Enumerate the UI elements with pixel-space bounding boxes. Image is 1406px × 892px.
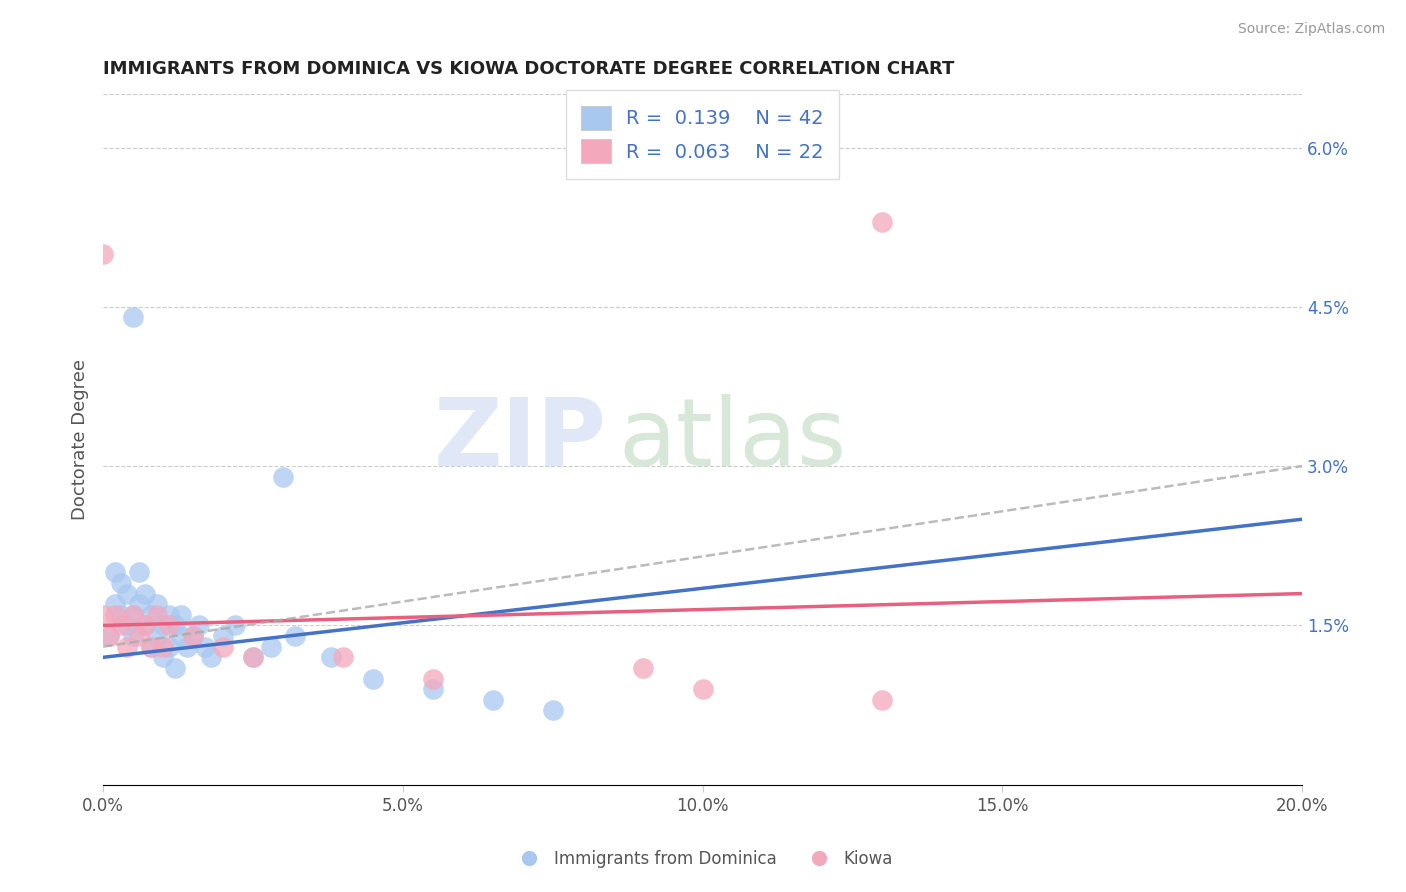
Point — [170, 607, 193, 622]
Point — [152, 618, 174, 632]
Point — [139, 640, 162, 654]
Point — [98, 629, 121, 643]
Point — [122, 607, 145, 622]
Point — [361, 672, 384, 686]
Point — [110, 607, 132, 622]
Point — [139, 640, 162, 654]
Point — [146, 629, 169, 643]
Point — [134, 618, 156, 632]
Point — [104, 566, 127, 580]
Point — [165, 661, 187, 675]
Point — [212, 629, 235, 643]
Point — [194, 640, 217, 654]
Text: Source: ZipAtlas.com: Source: ZipAtlas.com — [1237, 22, 1385, 37]
Point — [157, 607, 180, 622]
Point — [242, 650, 264, 665]
Point — [139, 607, 162, 622]
Point — [181, 629, 204, 643]
Point — [157, 640, 180, 654]
Point — [115, 640, 138, 654]
Point — [176, 640, 198, 654]
Point — [152, 640, 174, 654]
Point — [122, 310, 145, 325]
Point — [188, 618, 211, 632]
Point — [146, 597, 169, 611]
Point — [115, 618, 138, 632]
Point — [271, 469, 294, 483]
Text: IMMIGRANTS FROM DOMINICA VS KIOWA DOCTORATE DEGREE CORRELATION CHART: IMMIGRANTS FROM DOMINICA VS KIOWA DOCTOR… — [103, 60, 955, 78]
Point — [152, 650, 174, 665]
Point — [541, 703, 564, 717]
Point — [212, 640, 235, 654]
Legend: Immigrants from Dominica, Kiowa: Immigrants from Dominica, Kiowa — [506, 844, 900, 875]
Point — [128, 566, 150, 580]
Text: atlas: atlas — [619, 393, 846, 485]
Point — [134, 618, 156, 632]
Point — [98, 629, 121, 643]
Point — [91, 246, 114, 260]
Text: ZIP: ZIP — [434, 393, 606, 485]
Point — [422, 672, 444, 686]
Point — [872, 215, 894, 229]
Point — [224, 618, 246, 632]
Point — [631, 661, 654, 675]
Legend: R =  0.139    N = 42, R =  0.063    N = 22: R = 0.139 N = 42, R = 0.063 N = 22 — [565, 90, 839, 178]
Point — [200, 650, 222, 665]
Point — [134, 586, 156, 600]
Point — [104, 607, 127, 622]
Point — [260, 640, 283, 654]
Point — [157, 618, 180, 632]
Point — [91, 607, 114, 622]
Point — [146, 607, 169, 622]
Point — [122, 607, 145, 622]
Point — [128, 597, 150, 611]
Point — [692, 682, 714, 697]
Point — [242, 650, 264, 665]
Point — [872, 693, 894, 707]
Point — [319, 650, 342, 665]
Point — [110, 576, 132, 591]
Point — [115, 586, 138, 600]
Point — [422, 682, 444, 697]
Point — [181, 629, 204, 643]
Point — [122, 629, 145, 643]
Point — [128, 629, 150, 643]
Y-axis label: Doctorate Degree: Doctorate Degree — [72, 359, 89, 520]
Point — [284, 629, 307, 643]
Point — [165, 618, 187, 632]
Point — [104, 597, 127, 611]
Point — [332, 650, 354, 665]
Point — [170, 629, 193, 643]
Point — [481, 693, 503, 707]
Point — [110, 618, 132, 632]
